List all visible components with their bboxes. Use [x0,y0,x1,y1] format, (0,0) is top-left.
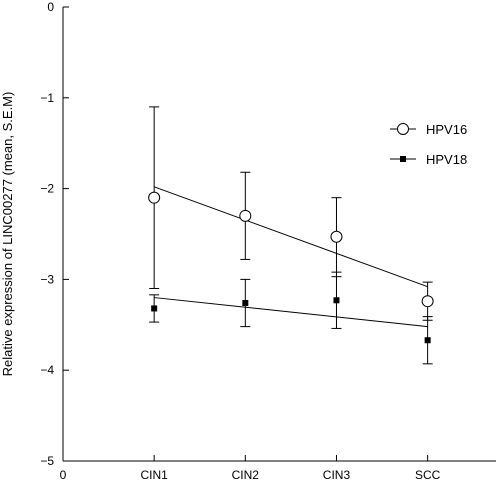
data-point [333,297,340,304]
y-tick-label: −2 [40,182,54,196]
y-axis-title: Relative expression of LINC00277 (mean, … [0,92,15,377]
series-hpv18 [149,271,433,365]
x-tick-label: CIN3 [323,468,351,482]
legend-item-hpv18: HPV18 [390,152,467,167]
data-point [424,337,431,344]
data-point [239,209,252,222]
data-point [421,295,434,308]
trend-line [154,297,428,328]
legend-label: HPV16 [426,122,467,137]
x-tick-label: CIN1 [140,468,168,482]
y-tick-label: 0 [47,0,54,14]
data-point [148,191,161,204]
trend-line [153,186,428,288]
legend-label: HPV18 [426,152,467,167]
series-hpv16 [148,106,434,321]
y-tick-label: −5 [40,454,54,468]
x-tick-label: 0 [60,468,67,482]
x-tick-label: CIN2 [232,468,260,482]
y-tick-label: −4 [40,363,54,377]
data-point [151,305,158,312]
x-tick-label: SCC [415,468,441,482]
axes: 0 −1 −2 −3 −4 −5 0 CIN1 CIN2 CIN3 SCC [40,0,496,482]
legend-marker [397,123,409,135]
y-tick-label: −3 [40,272,54,286]
legend: HPV16 HPV18 [390,122,467,167]
plot-area [148,106,434,365]
y-tick-label: −1 [40,91,54,105]
legend-marker [400,156,406,162]
data-point [330,230,343,243]
legend-item-hpv16: HPV16 [390,122,467,137]
data-point [242,300,249,307]
